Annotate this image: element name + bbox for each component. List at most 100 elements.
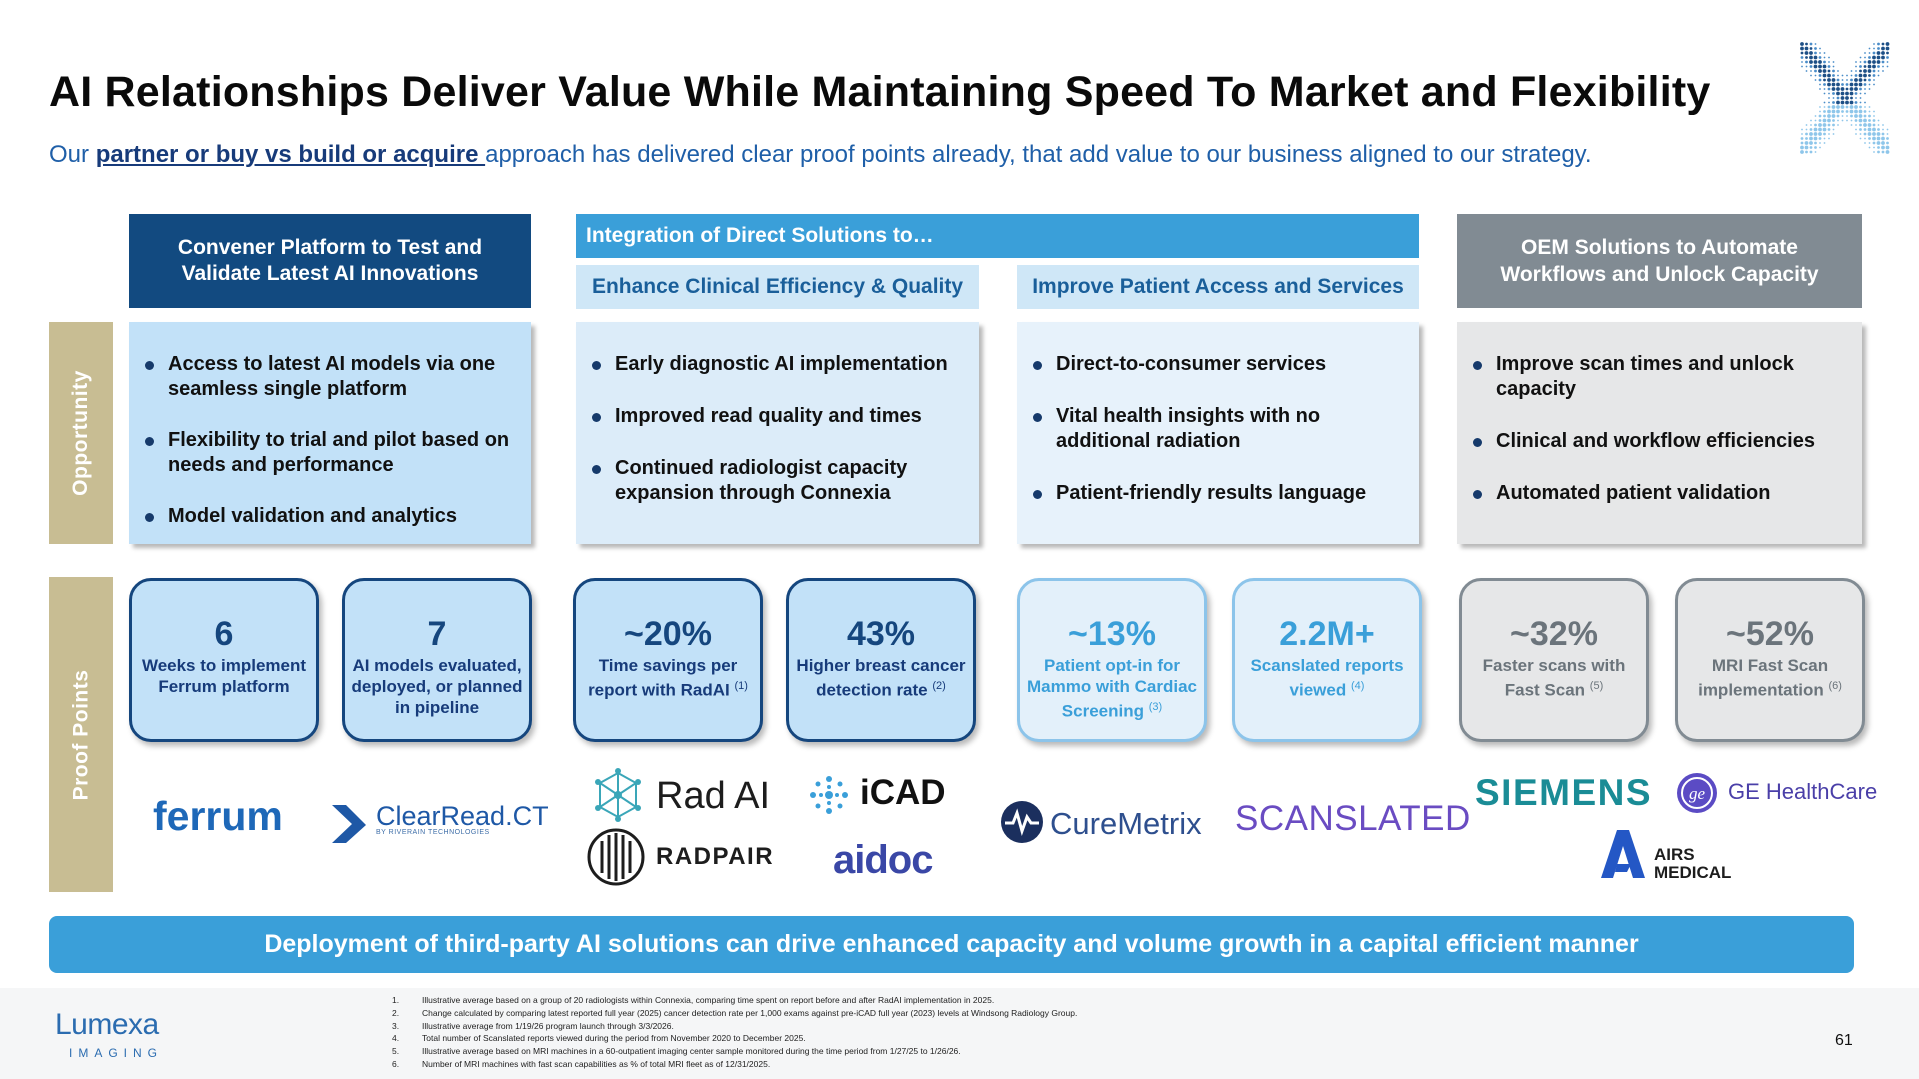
x-logo-dot [1814, 43, 1817, 45]
x-logo-dot [1831, 82, 1836, 87]
x-logo-dot [1837, 74, 1839, 77]
x-logo-dot [1863, 114, 1867, 118]
x-logo-dot [1831, 109, 1836, 114]
proof-label: Faster scans with Fast Scan (5) [1462, 655, 1646, 701]
header-improve: Improve Patient Access and Services [1017, 265, 1419, 309]
x-logo-dot [1841, 115, 1844, 117]
icad-logo: iCAD [860, 773, 946, 813]
curemetrix-logo: CureMetrix [1050, 806, 1202, 842]
x-logo-dot [1873, 47, 1875, 50]
x-logo-dot [1868, 47, 1871, 50]
x-logo-dot [1868, 106, 1871, 108]
x-logo-dot [1828, 92, 1830, 95]
medical-logo-text: MEDICAL [1654, 863, 1732, 882]
x-logo-dot [1881, 136, 1885, 141]
footnote-ref: (4) [1350, 680, 1365, 692]
x-logo-dot [1867, 123, 1872, 127]
x-logo-dot [1845, 110, 1849, 113]
x-logo-dot [1810, 74, 1812, 77]
x-logo-dot [1828, 61, 1830, 63]
x-logo-dot [1832, 92, 1835, 95]
footnote-text: Total number of Scanslated reports viewe… [422, 1033, 806, 1044]
x-logo-dot [1827, 105, 1831, 109]
x-logo-dot [1836, 91, 1840, 96]
x-logo-dot [1832, 97, 1835, 99]
opportunity-bullet: Vital health insights with no additional… [1029, 404, 1411, 454]
proof-label: MRI Fast Scan implementation (6) [1678, 655, 1862, 701]
x-logo-dot [1863, 60, 1867, 64]
x-logo-dot [1823, 52, 1826, 54]
x-logo-dot [1819, 142, 1821, 144]
subtitle-link[interactable]: partner or buy vs build or acquire [95, 141, 486, 168]
x-logo-dot [1872, 64, 1876, 69]
x-logo-dot [1868, 146, 1871, 149]
x-logo-dot [1813, 136, 1818, 141]
x-logo-dot [1854, 74, 1858, 77]
x-logo-dot [1867, 127, 1872, 132]
x-logo-dot [1813, 127, 1818, 132]
x-logo-dot [1827, 87, 1831, 91]
x-logo-dot [1867, 64, 1872, 69]
x-logo-dot [1823, 60, 1826, 64]
x-logo-dot [1836, 114, 1840, 118]
opportunity-bullet: Flexibility to trial and pilot based on … [141, 428, 523, 478]
x-logo-dot [1805, 60, 1808, 64]
x-logo-dot [1818, 114, 1822, 118]
ferrum-logo-text: ferrum [153, 793, 283, 839]
x-logo-dot [1873, 83, 1875, 86]
x-logo-dot [1841, 74, 1844, 77]
x-logo-dot [1868, 52, 1871, 54]
x-logo-dot [1832, 101, 1835, 104]
x-logo-dot [1859, 101, 1862, 104]
x-logo-dot [1882, 70, 1884, 72]
x-logo-dot [1854, 114, 1858, 118]
x-logo-dot [1868, 110, 1871, 113]
footnote-ref: (3) [1148, 701, 1163, 713]
x-logo-dot [1864, 88, 1866, 90]
side-label-proof-text: Proof Points [69, 669, 92, 800]
radai-logo-text: Rad AI [656, 775, 771, 817]
radai-logo: Rad AI [656, 775, 770, 818]
opportunity-bullet: Clinical and workflow efficiencies [1469, 429, 1854, 454]
aidoc-logo: aidoc [833, 838, 933, 883]
x-logo-dot [1845, 96, 1849, 100]
x-logo-dot [1800, 42, 1804, 46]
x-logo-dot [1800, 137, 1804, 140]
x-logo-dot [1859, 137, 1862, 140]
x-logo-dot [1819, 83, 1821, 86]
x-logo-dot [1822, 123, 1827, 127]
x-logo-dot [1877, 74, 1880, 77]
x-logo-dot [1877, 65, 1880, 68]
footer [0, 988, 1919, 1079]
x-logo-dot [1846, 115, 1848, 117]
x-logo-dot [1855, 133, 1857, 135]
radai-logo-icon [592, 767, 644, 828]
x-logo-dot [1818, 137, 1822, 140]
x-logo-dot [1805, 70, 1808, 72]
x-logo-dot [1823, 78, 1826, 82]
proof-card-ferrum-weeks: 6 Weeks to implement Ferrum platform [129, 578, 319, 742]
x-logo-dot [1876, 60, 1881, 64]
side-label-proof: Proof Points [49, 577, 113, 892]
proof-card-opt-in: ~13% Patient opt-in for Mammo with Cardi… [1017, 578, 1207, 742]
x-logo-dot [1886, 61, 1889, 63]
x-logo-dot [1841, 119, 1844, 122]
x-logo-dot [1859, 128, 1862, 131]
x-logo-dot [1827, 128, 1831, 131]
x-logo-dot [1868, 114, 1871, 118]
icad-logo-icon [808, 774, 850, 821]
x-logo-dot [1850, 114, 1853, 118]
x-logo-dot [1850, 96, 1853, 100]
x-logo-dot [1850, 74, 1853, 77]
x-logo-dot [1882, 128, 1884, 131]
x-logo-dot [1863, 78, 1867, 82]
header-integration: Integration of Direct Solutions to… [576, 214, 1419, 258]
x-logo-dot [1864, 142, 1866, 144]
x-logo-dot [1855, 65, 1857, 68]
x-logo-dot [1858, 118, 1863, 123]
x-logo-dot [1823, 101, 1826, 104]
x-logo-dot [1809, 146, 1813, 149]
x-logo-dot [1881, 55, 1885, 60]
x-logo-dot [1863, 65, 1867, 68]
x-logo-dot [1858, 114, 1863, 118]
